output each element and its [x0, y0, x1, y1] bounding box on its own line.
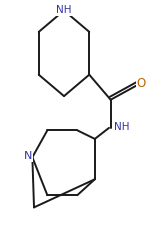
Text: NH: NH	[114, 122, 129, 132]
Text: NH: NH	[56, 5, 72, 15]
Text: O: O	[137, 77, 146, 90]
Text: N: N	[24, 151, 32, 161]
